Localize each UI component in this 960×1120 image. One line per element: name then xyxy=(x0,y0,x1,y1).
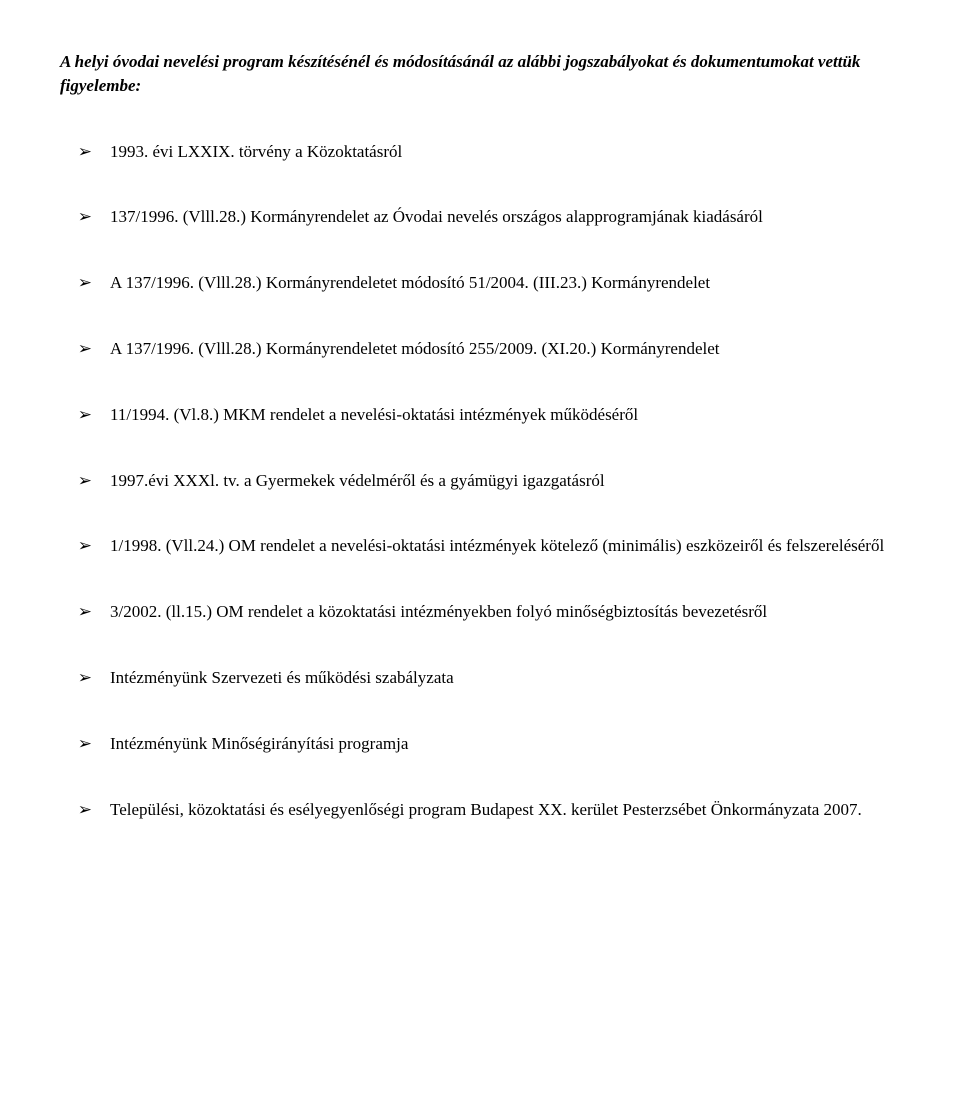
list-item: ➢ 1/1998. (Vll.24.) OM rendelet a nevelé… xyxy=(60,534,900,558)
bullet-icon: ➢ xyxy=(60,337,110,361)
list-item: ➢ A 137/1996. (Vlll.28.) Kormányrendelet… xyxy=(60,271,900,295)
list-item: ➢ Intézményünk Szervezeti és működési sz… xyxy=(60,666,900,690)
item-text: 1/1998. (Vll.24.) OM rendelet a nevelési… xyxy=(110,534,900,558)
list-item: ➢ 137/1996. (Vlll.28.) Kormányrendelet a… xyxy=(60,205,900,229)
item-text: A 137/1996. (Vlll.28.) Kormányrendeletet… xyxy=(110,271,900,295)
bullet-icon: ➢ xyxy=(60,732,110,756)
list-item: ➢ 3/2002. (ll.15.) OM rendelet a közokta… xyxy=(60,600,900,624)
item-text: Intézményünk Szervezeti és működési szab… xyxy=(110,666,900,690)
bullet-icon: ➢ xyxy=(60,205,110,229)
list-item: ➢ Intézményünk Minőségirányítási program… xyxy=(60,732,900,756)
item-text: 137/1996. (Vlll.28.) Kormányrendelet az … xyxy=(110,205,900,229)
bullet-icon: ➢ xyxy=(60,403,110,427)
bullet-icon: ➢ xyxy=(60,271,110,295)
list-item: ➢ Települési, közoktatási és esélyegyenl… xyxy=(60,798,900,822)
item-text: 1993. évi LXXIX. törvény a Közoktatásról xyxy=(110,140,900,164)
item-text: A 137/1996. (Vlll.28.) Kormányrendeletet… xyxy=(110,337,900,361)
bullet-icon: ➢ xyxy=(60,600,110,624)
bullet-icon: ➢ xyxy=(60,469,110,493)
item-text: 1997.évi XXXl. tv. a Gyermekek védelmérő… xyxy=(110,469,900,493)
list-item: ➢ 1993. évi LXXIX. törvény a Közoktatásr… xyxy=(60,140,900,164)
bullet-icon: ➢ xyxy=(60,666,110,690)
bullet-icon: ➢ xyxy=(60,140,110,164)
bullet-icon: ➢ xyxy=(60,798,110,822)
intro-text: A helyi óvodai nevelési program készítés… xyxy=(60,50,900,98)
item-text: 3/2002. (ll.15.) OM rendelet a közoktatá… xyxy=(110,600,900,624)
bullet-icon: ➢ xyxy=(60,534,110,558)
list-item: ➢ 1997.évi XXXl. tv. a Gyermekek védelmé… xyxy=(60,469,900,493)
list-item: ➢ 11/1994. (Vl.8.) MKM rendelet a nevelé… xyxy=(60,403,900,427)
item-text: Települési, közoktatási és esélyegyenlős… xyxy=(110,798,900,822)
item-text: Intézményünk Minőségirányítási programja xyxy=(110,732,900,756)
item-text: 11/1994. (Vl.8.) MKM rendelet a nevelési… xyxy=(110,403,900,427)
list-item: ➢ A 137/1996. (Vlll.28.) Kormányrendelet… xyxy=(60,337,900,361)
